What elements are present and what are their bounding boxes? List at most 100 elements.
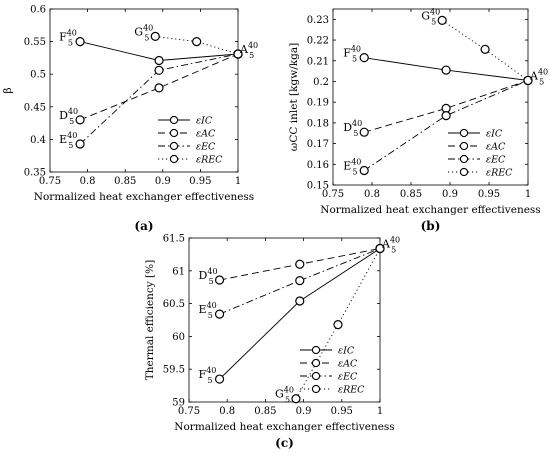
panel-label: (a): [134, 219, 153, 233]
point-label-base: E: [199, 303, 207, 316]
point-label-base: F: [199, 368, 207, 381]
legend-marker: [311, 384, 321, 394]
x-tick-label: 0.85: [254, 406, 276, 417]
point-label-base: F: [59, 31, 67, 44]
y-tick-label: 0.35: [24, 168, 46, 179]
legend-entry-0: εIC: [338, 346, 355, 357]
data-point: [75, 115, 85, 125]
point-label-base: G: [421, 9, 430, 22]
data-point: [214, 275, 225, 285]
y-tick-label: 0.55: [24, 37, 46, 48]
x-tick-label: 0.8: [364, 189, 380, 200]
point-label-A: A40 5: [381, 235, 400, 254]
legend-marker: [311, 371, 321, 381]
data-point: [523, 75, 533, 86]
point-label-E: E40 5: [199, 301, 217, 320]
point-label-A: A40 5: [239, 41, 258, 60]
point-label-base: A: [381, 237, 391, 250]
x-tick-label: 0.8: [80, 176, 96, 187]
point-label-sub: 5: [285, 396, 290, 405]
data-point: [480, 44, 490, 54]
point-label-G: G40 5: [275, 386, 294, 405]
legend-entry-2: εEC: [486, 155, 506, 166]
x-tick-label: 0.75: [322, 189, 344, 200]
point-label-sup: 40: [206, 366, 216, 375]
legend-entry-3: εREC: [196, 155, 223, 166]
legend-marker: [311, 358, 321, 368]
series-line-1: [364, 79, 529, 133]
point-label-D: D40 5: [59, 107, 78, 126]
point-label-sup: 40: [67, 29, 77, 38]
y-tick-label: 59: [172, 398, 185, 409]
x-tick-label: 0.75: [178, 406, 200, 417]
point-label-sup: 40: [68, 107, 78, 116]
chart-panel-c: 0.75 0.8 0.85 0.9 0.95 1 59 59.5 60 60.5 61 61.5 Nor…: [144, 234, 400, 451]
y-tick-label: 0.6: [30, 5, 46, 16]
x-axis-label: Normalized heat exchanger effectiveness: [174, 421, 394, 433]
y-axis-label: β: [2, 87, 14, 93]
point-label-A: A40 5: [529, 67, 548, 86]
legend-marker: [169, 154, 179, 164]
legend-entry-3: εREC: [486, 168, 513, 179]
y-tick-label: 0.45: [24, 102, 46, 113]
y-tick-label: 0.23: [307, 15, 329, 26]
y-tick-label: 0.18: [307, 118, 329, 129]
legend-marker: [459, 154, 469, 164]
panel-label: (b): [421, 219, 441, 233]
series-line-2: [363, 79, 529, 171]
legend-marker: [459, 167, 469, 177]
y-tick-label: 0.16: [307, 160, 329, 171]
x-tick-label: 1: [235, 176, 241, 187]
y-tick-label: 0.21: [307, 56, 329, 67]
legend-marker: [169, 115, 179, 125]
data-point: [150, 31, 160, 41]
point-label-base: A: [529, 69, 539, 82]
data-point: [291, 394, 301, 404]
data-point: [214, 309, 225, 319]
x-tick-label: 1: [377, 406, 383, 417]
point-label-E: E40 5: [343, 158, 361, 177]
data-point: [359, 127, 369, 137]
data-point: [154, 83, 164, 93]
y-tick-label: 0.4: [30, 135, 46, 146]
y-tick-label: 0.19: [307, 98, 329, 109]
point-label-sup: 40: [248, 41, 258, 50]
x-tick-label: 0.95: [478, 189, 500, 200]
x-tick-label: 0.8: [219, 406, 235, 417]
x-axis-label: Normalized heat exchanger effectiveness: [34, 191, 254, 203]
point-label-sup: 40: [538, 67, 548, 76]
legend-entry-0: εIC: [486, 129, 503, 140]
y-tick-label: 0.15: [307, 181, 329, 192]
y-tick-label: 61: [172, 266, 185, 277]
point-label-F: F40 5: [199, 366, 217, 385]
y-axis-label: ωCC inlet [kgw/kga]: [288, 43, 300, 151]
point-label-sub: 5: [352, 168, 357, 177]
data-point: [154, 65, 164, 75]
point-label-G: G40 5: [134, 23, 153, 42]
data-point: [359, 165, 369, 176]
point-label-F: F40 5: [59, 29, 77, 48]
point-label-sup: 40: [284, 386, 294, 395]
point-label-sub: 5: [209, 277, 214, 286]
point-label-sup: 40: [351, 45, 361, 54]
point-label-base: G: [275, 388, 284, 401]
point-label-sup: 40: [143, 23, 153, 32]
point-label-base: F: [343, 47, 351, 60]
point-label-sub: 5: [353, 129, 358, 138]
point-label-sup: 40: [351, 158, 361, 167]
data-point: [441, 65, 451, 75]
data-point: [75, 36, 85, 47]
point-label-sub: 5: [431, 17, 436, 26]
x-tick-label: 0.95: [331, 406, 353, 417]
y-tick-label: 60: [172, 332, 185, 343]
y-tick-label: 0.22: [307, 36, 329, 47]
data-point: [295, 296, 305, 306]
point-label-sub: 5: [144, 33, 149, 42]
legend-marker: [169, 141, 179, 151]
point-label-sup: 40: [352, 119, 362, 128]
legend-entry-1: εAC: [338, 359, 358, 370]
legend-marker: [459, 141, 469, 151]
y-tick-label: 0.5: [30, 70, 46, 81]
data-point: [375, 243, 385, 254]
